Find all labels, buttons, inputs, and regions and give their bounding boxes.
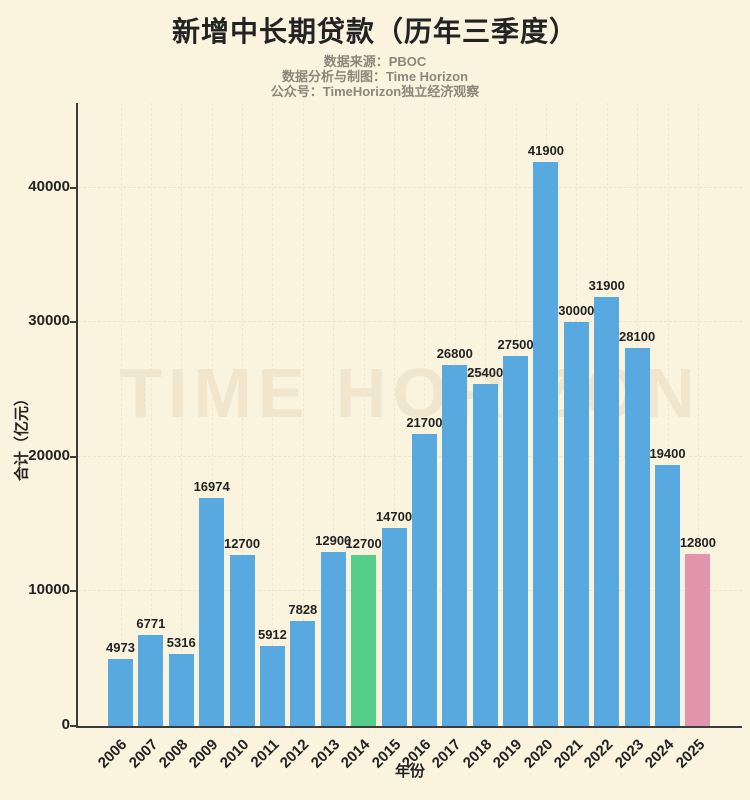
- bar-value-label: 12900: [315, 533, 352, 549]
- subtitle-source: 数据来源：PBOC: [323, 54, 427, 69]
- y-axis-line: [76, 103, 78, 728]
- bar-2018: [472, 384, 498, 726]
- y-tick-mark: [70, 321, 78, 324]
- bar-2019: [503, 355, 529, 726]
- bar-2020: [533, 162, 559, 726]
- bar-value-label: 21700: [406, 415, 443, 431]
- bar-value-label: 12800: [679, 534, 716, 550]
- gridline-vertical: [211, 103, 213, 726]
- bar-2007: [138, 634, 164, 726]
- bar-2025: [685, 553, 711, 726]
- gridline-vertical: [272, 103, 274, 726]
- subtitle-author: 数据分析与制图：Time Horizon: [281, 69, 469, 84]
- bar-value-label: 25400: [467, 365, 504, 381]
- bar-value-label: 27500: [497, 336, 534, 352]
- bar-value-label: 16974: [193, 478, 230, 494]
- gridline-vertical: [424, 103, 426, 726]
- x-axis-title: 年份: [394, 763, 425, 780]
- bar-2014: [351, 555, 377, 726]
- gridline-vertical: [363, 103, 365, 726]
- gridline-horizontal: [78, 321, 742, 323]
- plot-area: TIME HORIZON 4973 2006 6771 2007 5316 2008 169…: [70, 103, 742, 772]
- bar-value-label: 30000: [558, 303, 595, 319]
- bar-2009: [199, 497, 225, 726]
- bar-value-label: 12700: [345, 536, 382, 552]
- gridline-vertical: [120, 103, 122, 726]
- bar-value-label: 41900: [527, 143, 565, 159]
- gridline-vertical: [302, 103, 304, 726]
- gridline-vertical: [242, 103, 244, 726]
- chart-title: 新增中长期贷款（历年三季度）: [171, 16, 578, 47]
- bar-2017: [442, 365, 468, 726]
- y-axis-title: 合计（亿元）: [13, 390, 31, 482]
- bar-2012: [290, 620, 316, 726]
- gridline-vertical: [394, 103, 395, 726]
- y-tick-label: 20000: [28, 446, 70, 464]
- gridline-vertical: [181, 103, 183, 726]
- gridline-horizontal: [78, 186, 742, 188]
- gridline-vertical: [333, 103, 335, 726]
- bar-2023: [624, 347, 650, 726]
- bar-value-label: 6771: [136, 615, 166, 631]
- bar-2010: [229, 555, 255, 726]
- bar-value-label: 7828: [288, 601, 318, 617]
- bar-value-label: 5912: [257, 627, 287, 643]
- subtitle-account: 公众号：TimeHorizon独立经济观察: [270, 84, 480, 99]
- bar-2021: [563, 322, 589, 726]
- bar-value-label: 28100: [619, 328, 656, 344]
- y-tick-label: 40000: [28, 177, 70, 195]
- bar-value-label: 26800: [436, 346, 473, 362]
- y-tick-label: 30000: [28, 312, 70, 330]
- y-tick-mark: [70, 725, 78, 727]
- bar-value-label: 5316: [166, 635, 196, 651]
- y-tick-mark: [70, 455, 78, 458]
- bar-2008: [168, 654, 194, 726]
- bar-2015: [381, 528, 407, 726]
- bar-2011: [259, 646, 285, 726]
- x-axis-line: [76, 726, 742, 728]
- y-tick-mark: [70, 186, 78, 189]
- bar-value-label: 12700: [223, 536, 261, 552]
- bar-value-label: 14700: [375, 509, 413, 525]
- bar-2016: [411, 434, 437, 726]
- bar-2024: [655, 464, 681, 726]
- gridline-vertical: [667, 103, 669, 726]
- bar-2022: [594, 296, 620, 726]
- bar-value-label: 31900: [588, 277, 625, 293]
- gridline-horizontal: [78, 455, 742, 457]
- y-tick-label: 10000: [28, 581, 70, 599]
- gridline-horizontal: [78, 590, 742, 592]
- bar-2006: [108, 659, 133, 726]
- gridline-vertical: [697, 103, 699, 726]
- y-tick-label: 0: [61, 716, 70, 733]
- bar-value-label: 4973: [106, 640, 135, 656]
- bar-2013: [320, 552, 346, 726]
- gridline-vertical: [150, 103, 152, 726]
- bar-value-label: 19400: [649, 445, 686, 461]
- y-tick-mark: [70, 590, 78, 593]
